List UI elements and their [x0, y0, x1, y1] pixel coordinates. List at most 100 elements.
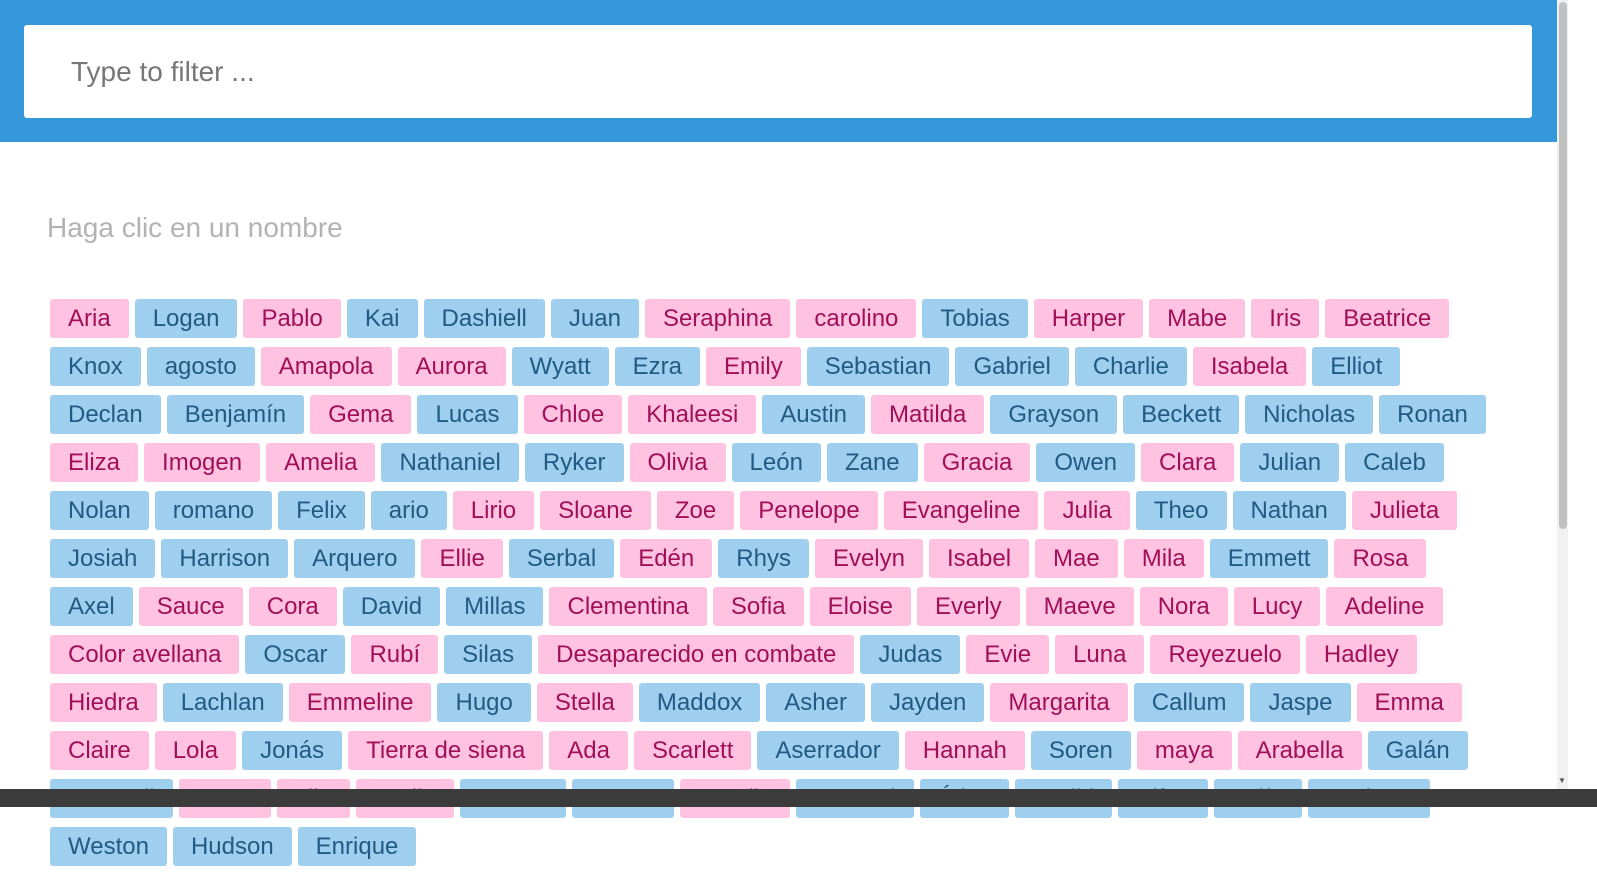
name-tag[interactable]: Hugo — [437, 683, 531, 722]
name-tag[interactable]: Knox — [50, 347, 141, 386]
name-tag[interactable]: Silas — [444, 635, 533, 674]
name-tag[interactable]: Grayson — [990, 395, 1118, 434]
name-tag[interactable]: Rosa — [1334, 539, 1427, 578]
name-tag[interactable]: León — [731, 443, 821, 482]
name-tag[interactable]: Mila — [1123, 539, 1204, 578]
name-tag[interactable]: Asher — [766, 683, 865, 722]
name-tag[interactable]: Emmett — [1209, 539, 1329, 578]
name-tag[interactable]: Evangeline — [883, 491, 1039, 530]
name-tag[interactable]: Oscar — [245, 635, 346, 674]
name-tag[interactable]: Color avellana — [50, 635, 240, 674]
name-tag[interactable]: Beatrice — [1325, 299, 1450, 338]
name-tag[interactable]: Matilda — [871, 395, 985, 434]
name-tag[interactable]: Emma — [1356, 683, 1462, 722]
name-tag[interactable]: romano — [154, 491, 273, 530]
name-tag[interactable]: ario — [370, 491, 447, 530]
name-tag[interactable]: Axel — [50, 587, 133, 626]
name-tag[interactable]: Zane — [826, 443, 918, 482]
name-tag[interactable]: Nicholas — [1245, 395, 1374, 434]
name-tag[interactable]: Galán — [1367, 731, 1468, 770]
name-tag[interactable]: Olivia — [629, 443, 726, 482]
name-tag[interactable]: Theo — [1135, 491, 1227, 530]
name-tag[interactable]: Evie — [966, 635, 1050, 674]
name-tag[interactable]: Cora — [248, 587, 337, 626]
name-tag[interactable]: Jaspe — [1250, 683, 1351, 722]
name-tag[interactable]: Everly — [916, 587, 1020, 626]
name-tag[interactable]: Mae — [1035, 539, 1118, 578]
name-tag[interactable]: Charlie — [1074, 347, 1187, 386]
name-tag[interactable]: Rubí — [351, 635, 439, 674]
name-tag[interactable]: carolino — [796, 299, 917, 338]
name-tag[interactable]: Jonás — [242, 731, 343, 770]
name-tag[interactable]: maya — [1136, 731, 1232, 770]
name-tag[interactable]: Amapola — [260, 347, 392, 386]
name-tag[interactable]: Margarita — [990, 683, 1128, 722]
name-tag[interactable]: Kai — [346, 299, 418, 338]
name-tag[interactable]: Josiah — [50, 539, 156, 578]
name-tag[interactable]: Eliza — [50, 443, 139, 482]
name-tag[interactable]: Emily — [706, 347, 801, 386]
name-tag[interactable]: Reyezuelo — [1150, 635, 1300, 674]
name-tag[interactable]: Gema — [310, 395, 412, 434]
name-tag[interactable]: Hudson — [172, 827, 292, 866]
name-tag[interactable]: Khaleesi — [628, 395, 757, 434]
name-tag[interactable]: Emmeline — [288, 683, 432, 722]
name-tag[interactable]: Lucy — [1233, 587, 1321, 626]
name-tag[interactable]: Serbal — [508, 539, 615, 578]
name-tag[interactable]: Sebastian — [806, 347, 950, 386]
name-tag[interactable]: Penelope — [740, 491, 878, 530]
name-tag[interactable]: Julia — [1044, 491, 1130, 530]
name-tag[interactable]: Dashiell — [423, 299, 545, 338]
name-tag[interactable]: Edén — [620, 539, 713, 578]
name-tag[interactable]: Lucas — [417, 395, 518, 434]
name-tag[interactable]: Sofia — [712, 587, 804, 626]
name-tag[interactable]: Lola — [154, 731, 237, 770]
scrollbar-thumb[interactable] — [1559, 2, 1567, 529]
name-tag[interactable]: Nathaniel — [381, 443, 519, 482]
name-tag[interactable]: Clara — [1141, 443, 1235, 482]
name-tag[interactable]: Sloane — [540, 491, 651, 530]
name-tag[interactable]: Ryker — [524, 443, 624, 482]
name-tag[interactable]: Elliot — [1312, 347, 1401, 386]
name-tag[interactable]: Clementina — [549, 587, 707, 626]
name-tag[interactable]: Aria — [50, 299, 129, 338]
name-tag[interactable]: Soren — [1030, 731, 1131, 770]
name-tag[interactable]: Isabel — [929, 539, 1030, 578]
name-tag[interactable]: Harper — [1033, 299, 1144, 338]
name-tag[interactable]: Enrique — [297, 827, 417, 866]
name-tag[interactable]: Jayden — [871, 683, 985, 722]
name-tag[interactable]: Gabriel — [955, 347, 1069, 386]
name-tag[interactable]: Millas — [446, 587, 544, 626]
name-tag[interactable]: Chloe — [523, 395, 623, 434]
name-tag[interactable]: Isabela — [1192, 347, 1307, 386]
name-tag[interactable]: Maeve — [1025, 587, 1134, 626]
name-tag[interactable]: Arquero — [294, 539, 416, 578]
name-tag[interactable]: Scarlett — [634, 731, 752, 770]
name-tag[interactable]: Logan — [134, 299, 238, 338]
name-tag[interactable]: Ronan — [1379, 395, 1486, 434]
name-tag[interactable]: Sauce — [138, 587, 243, 626]
name-tag[interactable]: Maddox — [638, 683, 761, 722]
scroll-down-arrow-icon[interactable]: ▼ — [1558, 776, 1566, 785]
name-tag[interactable]: Pablo — [243, 299, 341, 338]
name-tag[interactable]: Ezra — [614, 347, 701, 386]
name-tag[interactable]: Arabella — [1237, 731, 1362, 770]
name-tag[interactable]: Nathan — [1232, 491, 1346, 530]
name-tag[interactable]: Ellie — [421, 539, 503, 578]
name-tag[interactable]: Imogen — [144, 443, 261, 482]
name-tag[interactable]: Desaparecido en combate — [538, 635, 855, 674]
name-tag[interactable]: Luna — [1055, 635, 1145, 674]
name-tag[interactable]: Wyatt — [511, 347, 609, 386]
name-tag[interactable]: Adeline — [1326, 587, 1443, 626]
name-tag[interactable]: Caleb — [1345, 443, 1444, 482]
filter-input[interactable] — [24, 25, 1532, 118]
name-tag[interactable]: Benjamín — [166, 395, 305, 434]
name-tag[interactable]: Aurora — [397, 347, 506, 386]
name-tag[interactable]: Felix — [278, 491, 365, 530]
name-tag[interactable]: Hannah — [904, 731, 1025, 770]
name-tag[interactable]: Weston — [50, 827, 167, 866]
name-tag[interactable]: Evelyn — [814, 539, 923, 578]
name-tag[interactable]: Seraphina — [644, 299, 791, 338]
name-tag[interactable]: Mabe — [1149, 299, 1246, 338]
name-tag[interactable]: Beckett — [1123, 395, 1240, 434]
